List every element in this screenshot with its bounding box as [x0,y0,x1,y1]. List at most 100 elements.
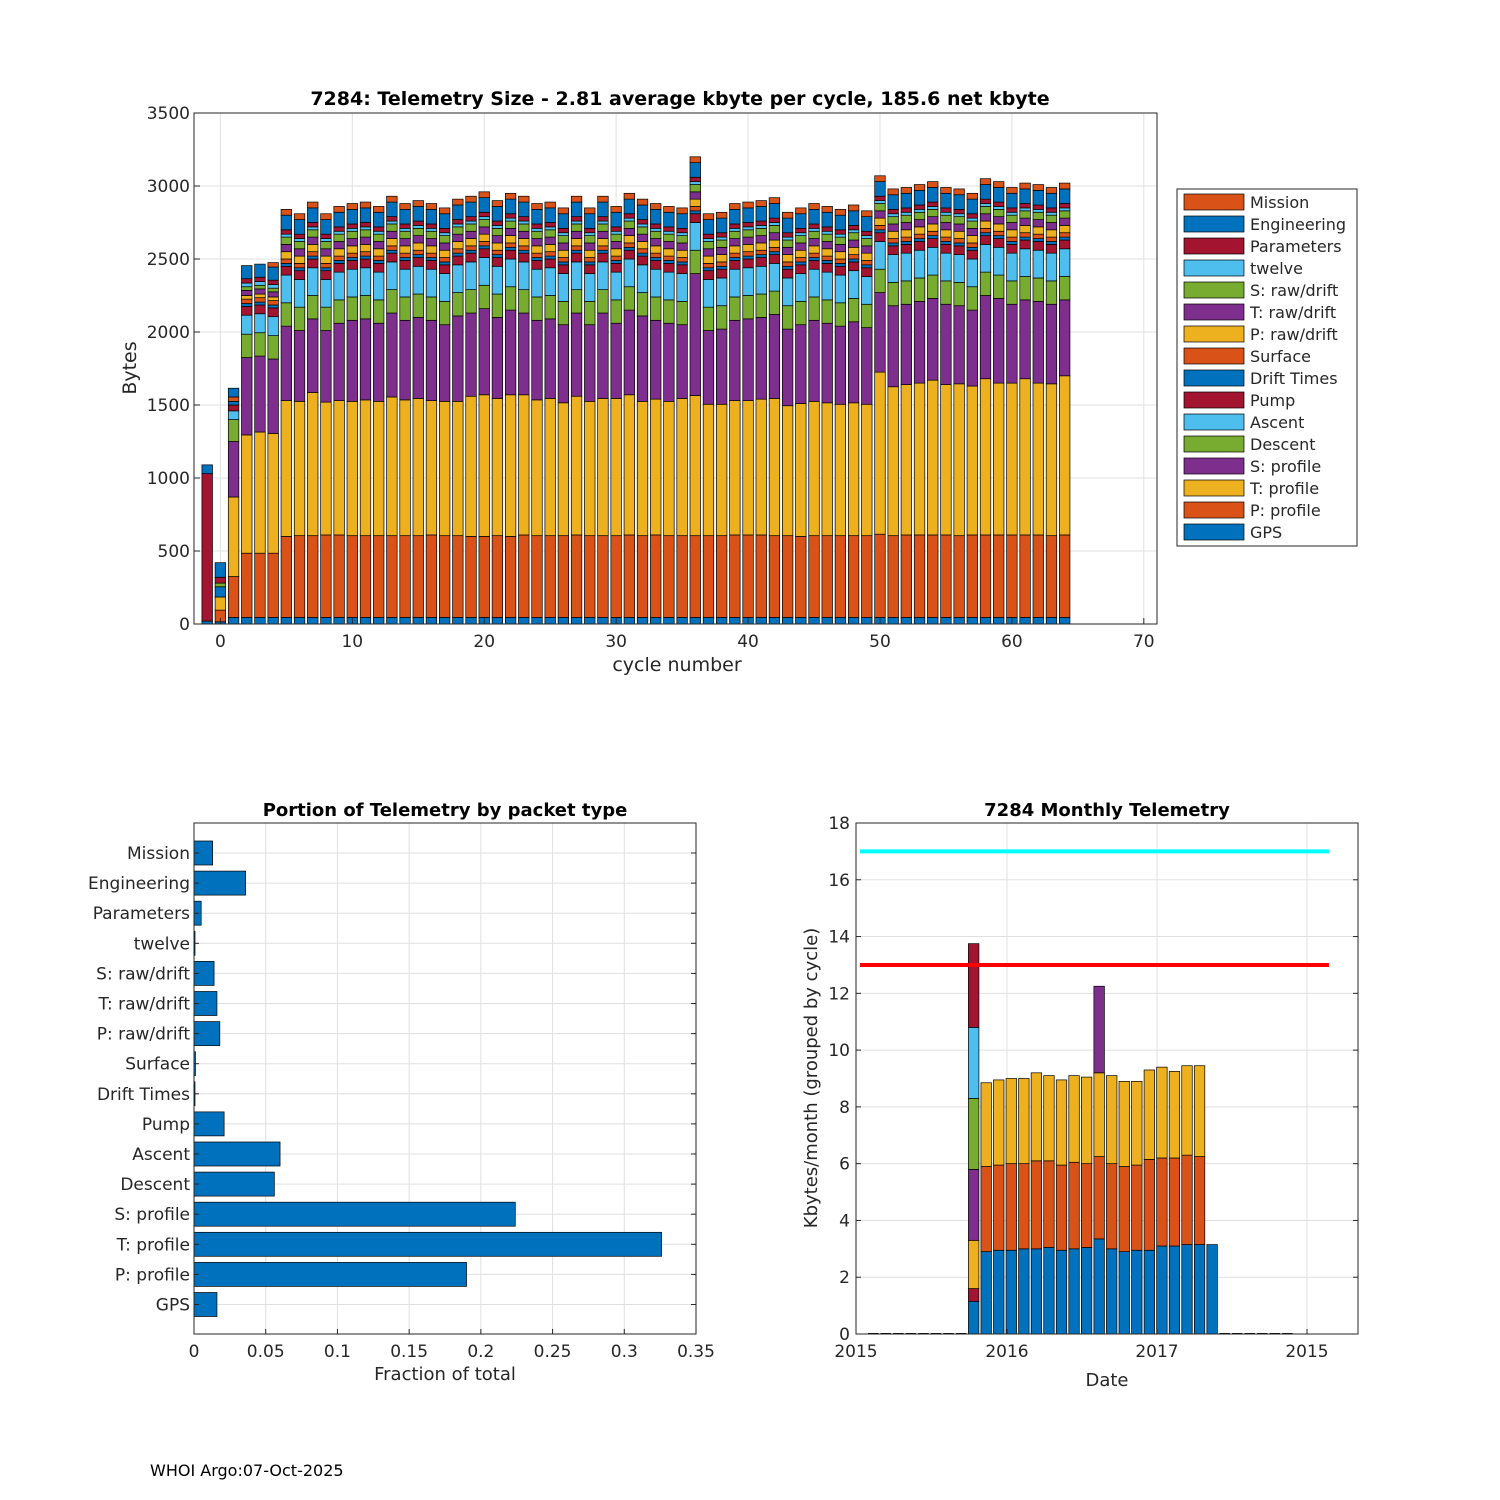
bar-segment [1006,187,1018,194]
bar-segment [504,220,517,229]
bar-segment [979,295,992,380]
bar-segment [1019,378,1031,536]
month-bar-segment [1156,1157,1168,1247]
bar-segment [425,238,438,247]
bar-segment [439,213,451,229]
bar-segment [570,249,583,254]
bar-segment [386,245,398,251]
bar-segment [359,251,372,257]
bar-segment [346,227,358,232]
bar-segment [979,203,992,207]
bar-segment [1045,192,1058,209]
month-bar-segment [1143,1069,1155,1160]
bar-segment [386,617,398,625]
legend-label: P: raw/drift [1250,325,1338,344]
bar-segment [663,206,675,213]
bar-segment [782,232,794,238]
bar-segment [491,398,504,537]
bar-segment [504,249,517,260]
bar-segment [570,223,583,232]
bar-segment [742,236,754,245]
bar-segment [702,255,715,264]
legend-label: Parameters [1250,237,1342,256]
bar-segment [267,284,279,289]
bar-segment [650,257,662,261]
bar-segment [716,236,728,241]
bar-segment [650,617,662,625]
bar-segment [254,293,266,299]
bar-segment [386,396,398,537]
bar-segment [1059,299,1071,377]
bar-segment [254,552,266,618]
bar-segment [491,206,504,222]
bar-segment [834,325,847,405]
bar-segment [544,207,556,223]
bar-segment [729,223,741,229]
bar-segment [689,206,701,212]
bar-segment [1019,534,1031,618]
bar-segment [465,245,477,251]
bar-segment [293,255,306,264]
bar-segment [597,216,609,222]
bar-segment [861,535,873,618]
bar-segment [320,306,332,331]
bar-segment [425,245,438,254]
bar-segment [913,617,926,625]
bar-segment [254,276,266,282]
bar-segment [518,617,530,625]
bar-segment [597,223,609,232]
bar-segment [597,230,609,239]
bar-segment [544,267,556,296]
category-label: Engineering [88,874,190,894]
bar-segment [307,229,319,238]
bar-segment [663,263,675,273]
bar-segment [663,226,675,232]
bar-segment [293,267,306,272]
bar-segment [491,617,504,625]
legend-swatch [1183,325,1245,343]
bar-segment [808,209,820,225]
tick-label-y: 500 [158,542,190,562]
bar-segment [584,227,596,234]
bar-segment [518,216,530,222]
bar-segment [979,184,992,200]
bar-segment [320,255,332,264]
bar-segment [913,534,926,618]
bar-segment [782,305,794,330]
bar-segment [346,260,358,270]
bar-segment [597,238,609,247]
bar-segment [874,229,886,234]
bar-segment [900,280,912,305]
bar-segment [531,257,543,261]
bar-segment [676,324,688,399]
bar-segment [478,308,490,396]
bar-segment [504,246,517,251]
bar-segment [1045,383,1058,537]
bar-segment [742,295,754,320]
bar-segment [940,241,952,245]
bar-segment [887,617,899,625]
bar-segment [570,220,583,225]
bar-segment [504,394,517,537]
bar-segment [993,246,1005,276]
bar-segment [254,313,266,334]
bar-segment [320,248,332,257]
bar-segment [782,265,794,270]
legend-label: P: profile [1250,501,1321,520]
bar-segment [927,246,939,276]
bar-segment [254,332,266,357]
bar-segment [241,286,253,291]
bar-segment [425,223,438,229]
bar-segment [359,244,372,253]
bar-segment [1019,617,1031,625]
bar-segment [1045,244,1058,254]
bar-segment [518,223,530,232]
bar-segment [861,210,873,218]
bar-segment [267,262,279,268]
bar-segment [650,260,662,270]
packet-portion-title: Portion of Telemetry by packet type [263,800,628,821]
bar-segment [373,263,385,273]
bar-segment [993,223,1005,232]
bar-segment [333,226,345,232]
tick-label-x: 30 [605,632,627,652]
